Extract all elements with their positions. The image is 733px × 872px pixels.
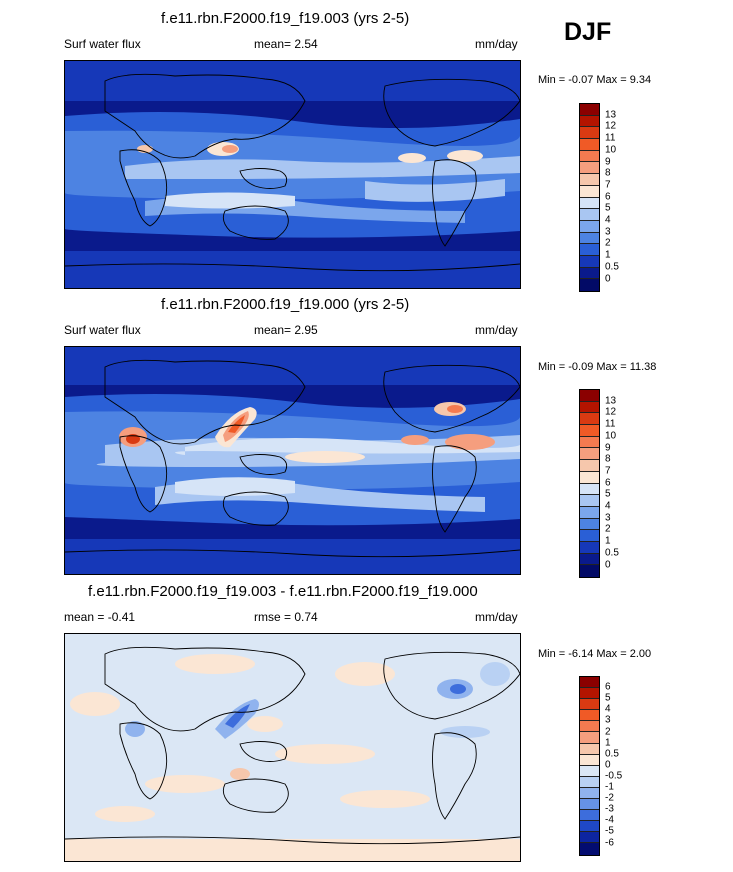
panel3-map (64, 633, 521, 862)
panel3-rmse-label: rmse = 0.74 (254, 610, 318, 624)
colorbar-tick-label: 5 (605, 202, 611, 214)
colorbar-tick-label: 7 (605, 179, 611, 191)
colorbar-tick-label: 8 (605, 167, 611, 179)
colorbar-tick-label: 1 (605, 737, 611, 749)
panel2-variable-label: Surf water flux (64, 323, 141, 337)
colorbar-tick-label: 13 (605, 109, 617, 121)
colorbar-tick-label: 2 (605, 726, 611, 737)
colorbar-tick-label: 11 (605, 418, 616, 430)
colorbar-tick-label: 4 (605, 500, 611, 512)
panel2-minmax-label: Min = -0.09 Max = 11.38 (538, 361, 657, 373)
panel1-colorbar (579, 103, 600, 292)
panel3-title: f.e11.rbn.F2000.f19_f19.003 - f.e11.rbn.… (88, 583, 478, 600)
colorbar-tick-label: 2 (605, 237, 611, 249)
panel3-minmax-label: Min = -6.14 Max = 2.00 (538, 648, 652, 660)
colorbar-tick-label: 8 (605, 453, 611, 465)
colorbar-tick-label: 6 (605, 191, 611, 203)
colorbar-tick-label: 5 (605, 692, 611, 704)
colorbar-tick-label: 2 (605, 523, 611, 535)
panel2-mean-label: mean= 2.95 (254, 323, 318, 337)
colorbar-tick-label: -2 (605, 792, 614, 804)
colorbar-tick-label: 1 (605, 535, 611, 547)
colorbar-tick-label: 0 (605, 559, 611, 570)
panel2-colorbar (579, 389, 600, 578)
season-label: DJF (564, 18, 612, 46)
colorbar-tick-label: -0.5 (605, 770, 623, 782)
colorbar-tick-label: 5 (605, 488, 611, 500)
colorbar-tick-label: 12 (605, 120, 617, 132)
panel2-units-label: mm/day (475, 323, 518, 337)
colorbar-tick-label: 4 (605, 703, 611, 715)
colorbar-tick-label: 7 (605, 465, 611, 477)
colorbar-tick-label: 13 (605, 395, 617, 407)
colorbar-tick-label: 9 (605, 442, 611, 453)
colorbar-tick-label: 3 (605, 714, 611, 726)
colorbar-tick-label: -6 (605, 837, 614, 848)
panel2-title: f.e11.rbn.F2000.f19_f19.000 (yrs 2-5) (161, 296, 410, 313)
colorbar-tick-label: 6 (605, 681, 611, 693)
colorbar-tick-label: -5 (605, 825, 614, 837)
colorbar-tick-label: 0.5 (605, 748, 619, 760)
colorbar-tick-label: 0 (605, 759, 611, 771)
colorbar-tick-label: 10 (605, 430, 617, 442)
colorbar-tick-label: 9 (605, 156, 611, 167)
panel3-mean-label: mean = -0.41 (64, 610, 136, 624)
panel3-units-label: mm/day (475, 610, 518, 624)
colorbar-tick-label: -4 (605, 814, 614, 826)
panel2-map (64, 346, 521, 575)
panel1-title: f.e11.rbn.F2000.f19_f19.003 (yrs 2-5) (161, 10, 410, 27)
panel1-variable-label: Surf water flux (64, 37, 141, 51)
colorbar-tick-label: 4 (605, 214, 611, 226)
colorbar-tick-label: -3 (605, 803, 614, 815)
colorbar-tick-label: 0.5 (605, 261, 619, 273)
colorbar-tick-label: 3 (605, 226, 611, 238)
panel1-units-label: mm/day (475, 37, 518, 51)
colorbar-tick-label: 11 (605, 132, 616, 144)
panel1-mean-label: mean= 2.54 (254, 37, 318, 51)
colorbar-tick-label: 10 (605, 144, 617, 156)
colorbar-tick-label: -1 (605, 781, 614, 793)
panel1-minmax-label: Min = -0.07 Max = 9.34 (538, 74, 652, 86)
colorbar-tick-label: 6 (605, 477, 611, 489)
colorbar-tick-label: 1 (605, 249, 611, 261)
panel1-map (64, 60, 521, 289)
panel3-colorbar (579, 676, 600, 856)
colorbar-tick-label: 12 (605, 406, 617, 418)
colorbar-tick-label: 3 (605, 512, 611, 524)
colorbar-tick-label: 0.5 (605, 547, 619, 559)
colorbar-tick-label: 0 (605, 273, 611, 284)
